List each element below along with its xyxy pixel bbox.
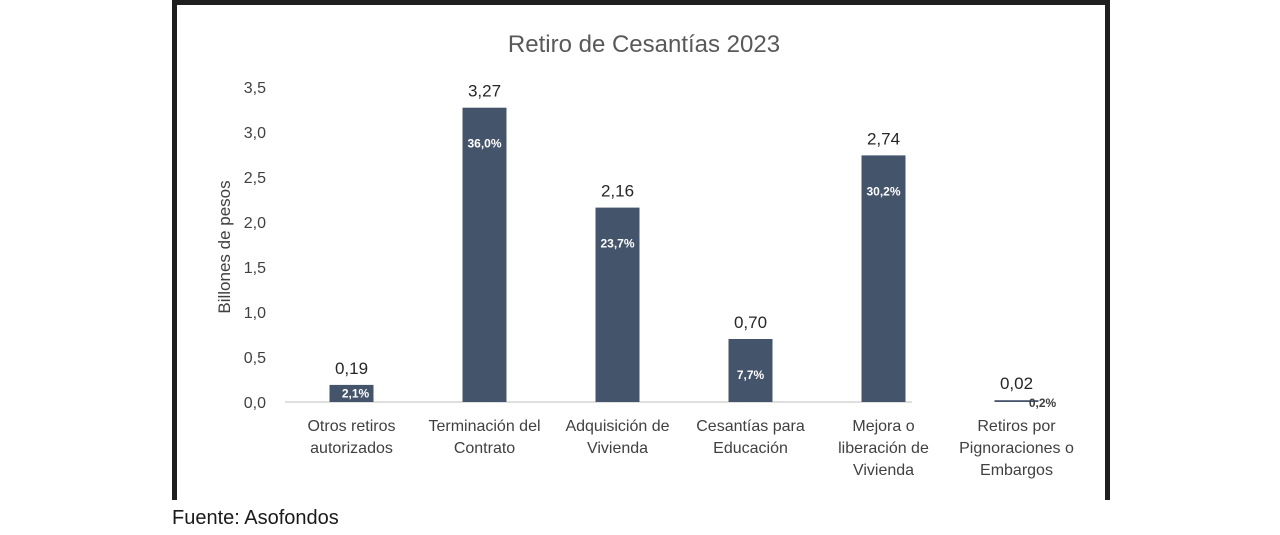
y-tick-label: 3,0 [244,125,266,142]
category-label: Retiros por Pignoraciones o Embargos [959,418,1074,479]
bar [462,107,507,402]
percent-label: 36,0% [467,137,501,151]
value-label: 2,16 [601,182,634,201]
y-tick-label: 2,0 [244,215,266,232]
bar [595,207,640,402]
y-tick-label: 0,5 [244,350,266,367]
value-label: 3,27 [468,82,501,101]
y-tick-labels: 0,0 0,5 1,0 1,5 2,0 2,5 3,0 3,5 [244,80,266,412]
category-label: Mejora o liberación de Vivienda [838,418,929,479]
bar [994,400,1039,402]
category-labels: Otros retiros autorizados Terminación del C… [307,418,1073,479]
bars [329,107,1039,402]
y-tick-label: 1,0 [244,305,266,322]
percent-label: 0,2% [1029,396,1057,410]
value-label: 0,70 [734,313,767,332]
percent-label: 7,7% [737,368,765,382]
bar [728,339,773,402]
chart-frame [172,0,1110,500]
bar [329,384,374,402]
y-tick-label: 0,0 [244,395,266,412]
value-label: 0,19 [335,359,368,378]
y-tick-label: 3,5 [244,80,266,97]
source-note: Fuente: Asofondos [172,507,339,529]
value-label: 0,02 [1000,374,1033,393]
category-label: Adquisición de Vivienda [565,418,669,457]
category-label: Cesantías para Educación [696,418,805,457]
category-label: Terminación del Contrato [428,418,540,457]
value-label: 2,74 [867,129,900,148]
bar-chart: Retiro de Cesantías 2023 Billones de pes… [215,31,1074,479]
y-tick-label: 1,5 [244,260,266,277]
category-label: Otros retiros autorizados [307,418,395,457]
percent-label: 23,7% [600,237,634,251]
percent-labels: 2,1% 36,0% 23,7% 7,7% 30,2% 0,2% [342,137,1057,410]
chart-title: Retiro de Cesantías 2023 [508,31,780,58]
percent-label: 2,1% [342,386,370,400]
percent-label: 30,2% [866,184,900,198]
value-labels: 0,19 3,27 2,16 0,70 2,74 0,02 [335,82,1033,394]
y-tick-label: 2,5 [244,170,266,187]
y-axis-label: Billones de pesos [215,180,234,313]
bar [861,155,906,402]
